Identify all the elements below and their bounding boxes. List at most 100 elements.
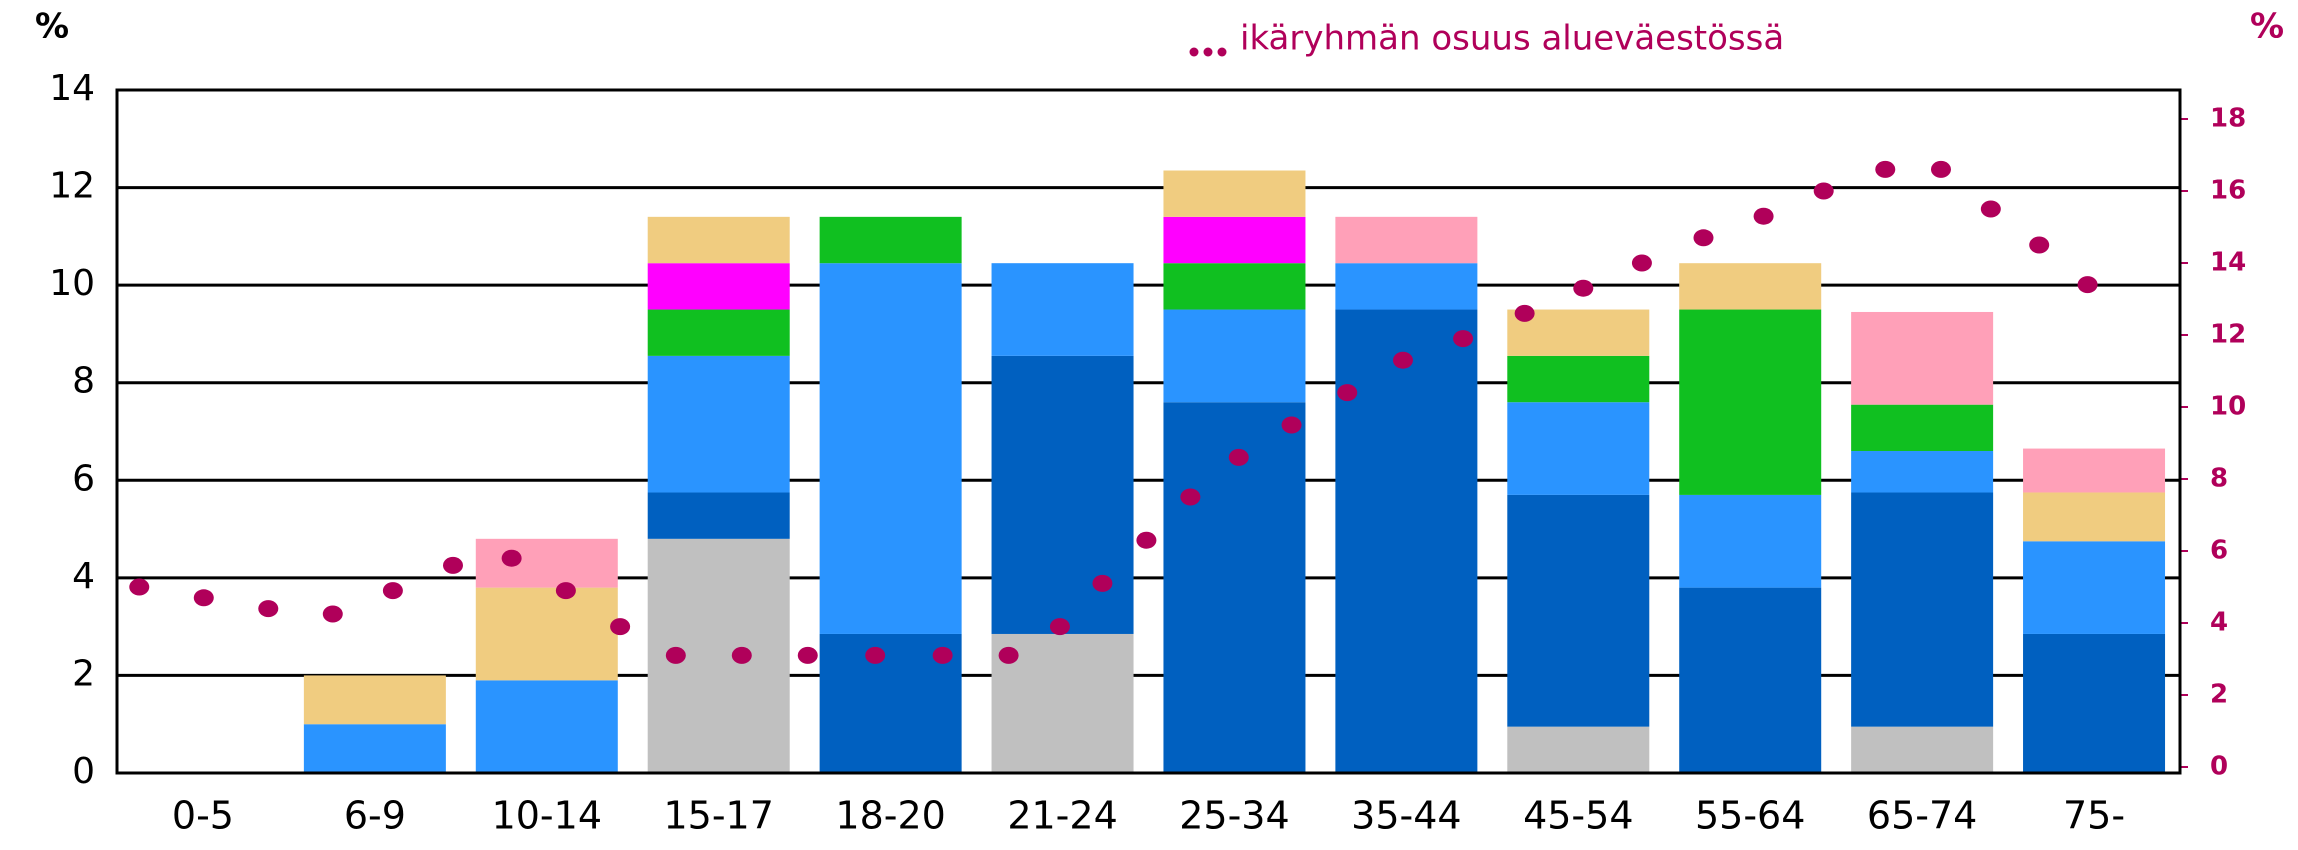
dot <box>1930 160 1951 178</box>
bar-segment <box>991 263 1134 356</box>
bar-segment <box>647 216 790 264</box>
bar-segment <box>303 675 446 725</box>
legend: ikäryhmän osuus alueväestössä <box>1189 19 1784 59</box>
dot <box>1392 351 1413 369</box>
dot <box>2029 236 2050 254</box>
bar-segment <box>819 216 962 264</box>
dot <box>1453 330 1474 348</box>
x-tick-label: 75- <box>2063 794 2125 838</box>
dot <box>998 646 1019 664</box>
dot <box>1693 229 1714 247</box>
dot <box>1228 448 1249 466</box>
x-tick-label: 55-64 <box>1695 794 1805 838</box>
y2-tick-label: 12 <box>2210 320 2246 350</box>
dot <box>1753 207 1774 225</box>
dot <box>932 646 953 664</box>
bar-segment <box>475 587 618 681</box>
bar-segment <box>2023 448 2166 493</box>
x-tick-label: 18-20 <box>835 794 945 838</box>
dot <box>1180 488 1201 506</box>
bar-segment <box>1679 494 1822 588</box>
plot-area <box>117 90 2180 773</box>
y2-tick-label: 4 <box>2210 608 2228 638</box>
y-tick-label: 12 <box>49 166 95 207</box>
bar-segment <box>1851 404 1994 452</box>
bar-segment <box>1507 402 1650 495</box>
dot <box>129 578 150 596</box>
dot <box>1281 416 1302 434</box>
x-tick-label: 25-34 <box>1179 794 1289 838</box>
bar-segment <box>1335 309 1478 773</box>
y-tick-label: 6 <box>72 458 95 499</box>
dot <box>501 549 522 567</box>
x-tick-label: 0-5 <box>172 794 234 838</box>
bar-segment <box>1679 263 1822 310</box>
dot <box>731 646 752 664</box>
bar-segment <box>1679 309 1822 495</box>
dot <box>2077 276 2098 294</box>
dot <box>1631 254 1652 272</box>
dot <box>258 600 279 618</box>
y2-tick-label: 16 <box>2210 176 2246 206</box>
bar-segment <box>1163 309 1306 403</box>
x-tick-label: 15-17 <box>663 794 773 838</box>
dot <box>382 582 403 600</box>
dot <box>797 646 818 664</box>
y-tick-label: 8 <box>72 361 95 402</box>
bar-segment <box>1851 726 1994 773</box>
dot <box>1337 384 1358 402</box>
dot <box>610 618 631 636</box>
y2-tick-label: 10 <box>2210 392 2246 422</box>
dot <box>193 589 214 607</box>
bar-segment <box>647 263 790 310</box>
dot <box>1514 304 1535 322</box>
dot <box>1136 531 1157 549</box>
bar-segment <box>475 538 618 588</box>
bar-segment <box>1507 355 1650 403</box>
bar-segment <box>475 680 618 773</box>
y2-tick-label: 2 <box>2210 680 2228 710</box>
dot <box>1049 618 1070 636</box>
y2-tick-label: 8 <box>2210 464 2228 494</box>
bar-segment <box>1679 587 1822 773</box>
y-tick-label: 10 <box>49 263 95 304</box>
dot <box>665 646 686 664</box>
dot <box>865 646 886 664</box>
bar-segment <box>1851 311 1994 405</box>
x-tick-label: 21-24 <box>1007 794 1117 838</box>
bar-segment <box>1507 726 1650 773</box>
x-tick-label: 65-74 <box>1867 794 1977 838</box>
y2-tick-label: 14 <box>2210 248 2246 278</box>
bar-segment <box>647 355 790 493</box>
dot <box>1092 574 1113 592</box>
bar-segment <box>819 263 962 634</box>
bar-segment <box>1335 216 1478 264</box>
x-tick-label: 6-9 <box>344 794 406 838</box>
bar-segment <box>991 355 1134 634</box>
bar-segment <box>303 724 446 773</box>
legend-marker <box>1203 47 1213 57</box>
bar-segment <box>2023 633 2166 773</box>
y-unit-label: % <box>35 7 69 47</box>
x-tick-label: 10-14 <box>492 794 602 838</box>
dot <box>1573 279 1594 297</box>
bar-segment <box>2023 541 2166 634</box>
bar-segment <box>1335 263 1478 310</box>
y-tick-label: 0 <box>72 751 95 792</box>
x-tick-label: 35-44 <box>1351 794 1461 838</box>
y-tick-label: 4 <box>72 556 95 597</box>
bar-segment <box>647 492 790 539</box>
dot <box>555 582 576 600</box>
dot <box>1813 182 1834 200</box>
dot <box>322 605 343 623</box>
y2-tick-label: 18 <box>2210 104 2246 134</box>
y2-tick-label: 0 <box>2210 752 2228 782</box>
bar-segment <box>1163 170 1306 217</box>
y-tick-label: 14 <box>49 68 95 109</box>
y-tick-label: 2 <box>72 653 95 694</box>
bar-segment <box>1851 492 1994 727</box>
bar-segment <box>647 309 790 356</box>
x-tick-label: 45-54 <box>1523 794 1633 838</box>
y2-tick-label: 6 <box>2210 536 2228 566</box>
legend-marker <box>1217 47 1227 57</box>
